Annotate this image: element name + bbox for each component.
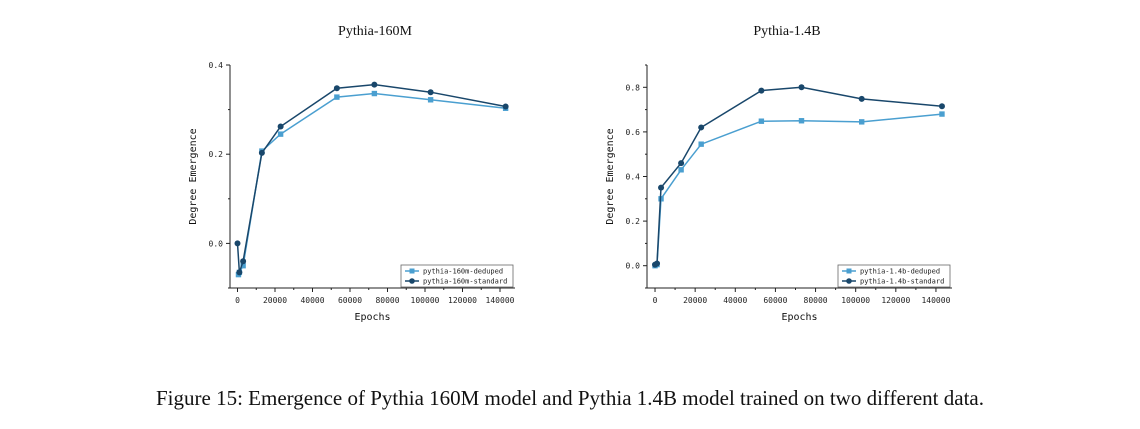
legend-swatch-marker: [846, 278, 852, 284]
legend-label: pythia-160m-deduped: [423, 268, 503, 276]
x-tick-label: 100000: [841, 296, 870, 305]
data-point-pythia-160m-deduped: [277, 131, 284, 137]
legend-label: pythia-160m-standard: [423, 278, 507, 286]
data-point-pythia-1-4b-standard: [858, 95, 865, 102]
data-point-pythia-160m-standard: [277, 123, 284, 130]
data-point-pythia-160m-standard: [333, 85, 340, 92]
x-tick-label: 140000: [921, 296, 950, 305]
data-point-pythia-160m-deduped: [427, 97, 434, 103]
x-tick-label: 0: [235, 296, 240, 305]
x-tick-label: 80000: [375, 296, 399, 305]
data-point-pythia-160m-deduped: [240, 263, 246, 269]
x-tick-label: 20000: [263, 296, 287, 305]
y-tick-label: 0.8: [626, 83, 641, 92]
x-tick-label: 120000: [881, 296, 910, 305]
y-tick-label: 0.4: [626, 173, 641, 182]
data-point-pythia-1-4b-standard: [798, 84, 805, 91]
data-point-pythia-1-4b-deduped: [859, 119, 865, 125]
x-tick-label: 40000: [300, 296, 324, 305]
y-axis-label: Degree Emergence: [188, 128, 199, 224]
data-point-pythia-1-4b-standard: [698, 124, 705, 131]
legend-label: pythia-1.4b-deduped: [860, 268, 940, 276]
y-tick-label: 0.2: [626, 217, 641, 226]
series-line-pythia-160m-deduped: [237, 92, 506, 275]
chart-pythia-160m: Pythia-160M 0.0 0.2 0.4 0 20000 40000 60000 8000…: [188, 24, 515, 323]
y-tick-label: 0.2: [209, 150, 224, 159]
data-point-pythia-1-4b-standard: [658, 184, 665, 191]
x-tick-label: 100000: [411, 296, 440, 305]
data-point-pythia-160m-standard: [371, 81, 378, 88]
legend-box: [837, 264, 951, 288]
y-axis-label: Degree Emergence: [605, 128, 616, 224]
x-tick-label: 80000: [804, 296, 828, 305]
data-point-pythia-1-4b-standard: [678, 160, 685, 167]
x-tick-label: 40000: [723, 296, 747, 305]
chart-pythia-1-4b: Pythia-1.4B 0.0 0.2 0.4 0.6 0.8 0 20000 40000 600…: [605, 24, 952, 323]
data-point-pythia-1-4b-standard: [758, 87, 765, 94]
data-point-pythia-1-4b-deduped: [939, 111, 945, 117]
data-point-pythia-1-4b-deduped: [798, 118, 805, 124]
x-axis-label: Epochs: [781, 312, 817, 323]
chart-title: Pythia-1.4B: [753, 24, 820, 39]
legend-box: [400, 264, 514, 288]
series-line-pythia-1-4b-deduped: [654, 113, 943, 267]
y-tick-label: 0.4: [209, 61, 224, 70]
x-tick-label: 60000: [338, 296, 362, 305]
legend-swatch-marker: [409, 268, 415, 274]
data-point-pythia-1-4b-deduped: [678, 167, 684, 173]
data-point-pythia-160m-standard: [234, 240, 241, 247]
data-point-pythia-160m-standard: [502, 103, 509, 110]
x-tick-label: 0: [653, 296, 658, 305]
legend-label: pythia-1.4b-standard: [860, 278, 944, 286]
x-tick-label: 20000: [683, 296, 707, 305]
data-point-pythia-160m-standard: [236, 269, 243, 276]
legend-swatch-marker: [846, 268, 852, 274]
data-point-pythia-160m-deduped: [334, 94, 340, 100]
y-tick-label: 0.0: [626, 262, 641, 271]
data-point-pythia-160m-standard: [258, 149, 265, 156]
series-line-pythia-1-4b-standard: [654, 86, 943, 266]
data-point-pythia-160m-standard: [427, 89, 434, 96]
legend-swatch-marker: [409, 278, 415, 284]
y-tick-label: 0.0: [209, 239, 224, 248]
data-point-pythia-1-4b-deduped: [758, 118, 765, 124]
x-tick-label: 120000: [448, 296, 477, 305]
x-axis-label: Epochs: [354, 312, 390, 323]
chart-title: Pythia-160M: [338, 24, 412, 39]
figure-caption: Figure 15: Emergence of Pythia 160M mode…: [156, 386, 984, 410]
data-point-pythia-160m-standard: [240, 258, 247, 265]
data-point-pythia-160m-deduped: [371, 90, 378, 97]
data-point-pythia-1-4b-standard: [654, 260, 661, 267]
y-tick-label: 0.6: [626, 128, 641, 137]
data-point-pythia-1-4b-standard: [938, 103, 945, 110]
data-point-pythia-1-4b-deduped: [698, 141, 704, 147]
x-tick-label: 60000: [763, 296, 787, 305]
series-line-pythia-160m-standard: [236, 83, 506, 273]
x-tick-label: 140000: [486, 296, 515, 305]
